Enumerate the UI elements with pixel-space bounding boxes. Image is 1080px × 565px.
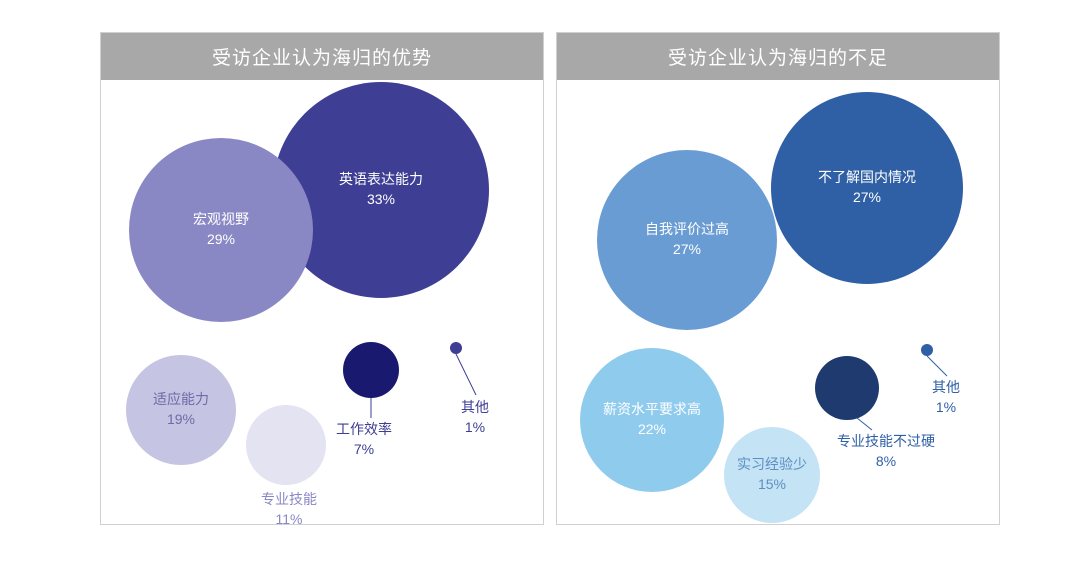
right-bubble-0: 不了解国内情况27%	[771, 92, 963, 284]
left-leader-5	[454, 352, 478, 397]
right-bubble-5	[921, 344, 933, 356]
left-bubble-pct-0: 33%	[367, 190, 395, 210]
right-bubble-2: 薪资水平要求高22%	[580, 348, 724, 492]
left-ext-label-5: 其他1%	[461, 398, 489, 437]
right-bubble-label-1: 自我评价过高	[645, 220, 729, 240]
left-bubble-label-2: 适应能力	[153, 390, 209, 410]
right-ext-label-5: 其他1%	[932, 378, 960, 417]
left-bubble-1: 宏观视野29%	[129, 138, 313, 322]
right-bubble-4	[815, 356, 879, 420]
right-bubble-label-2: 薪资水平要求高	[603, 400, 701, 420]
right-leader-5	[925, 354, 949, 378]
right-bubble-pct-1: 27%	[673, 240, 701, 260]
right-panel-title: 受访企业认为海归的不足	[557, 33, 999, 80]
right-bubble-pct-3: 15%	[758, 475, 786, 495]
right-ext-label-text-4: 专业技能不过硬	[837, 432, 935, 452]
right-bubble-label-3: 实习经验少	[737, 455, 807, 475]
left-bubble-pct-2: 19%	[167, 410, 195, 430]
left-bubble-4	[343, 342, 399, 398]
right-bubble-1: 自我评价过高27%	[597, 150, 777, 330]
left-panel-title: 受访企业认为海归的优势	[101, 33, 543, 80]
left-ext-label-3: 专业技能11%	[261, 490, 317, 529]
right-panel: 受访企业认为海归的不足 不了解国内情况27%自我评价过高27%薪资水平要求高22…	[556, 32, 1000, 525]
right-ext-label-text-5: 其他	[932, 378, 960, 398]
left-bubble-label-1: 宏观视野	[193, 210, 249, 230]
left-panel: 受访企业认为海归的优势 英语表达能力33% 宏观视野29% 适应能力19% 专业技能 1…	[100, 32, 544, 525]
right-bubble-pct-0: 27%	[853, 188, 881, 208]
chart-container: 受访企业认为海归的优势 英语表达能力33%宏观视野29%适应能力19%专业技能1…	[0, 0, 1080, 565]
left-bubble-5	[450, 342, 462, 354]
left-bubble-pct-1: 29%	[207, 230, 235, 250]
right-chart-area: 不了解国内情况27%自我评价过高27%薪资水平要求高22%实习经验少15%专业技…	[557, 80, 999, 524]
left-ext-label-pct-3: 11%	[261, 510, 317, 530]
right-leader-4	[855, 416, 874, 432]
left-ext-label-text-4: 工作效率	[336, 420, 392, 440]
left-ext-label-text-3: 专业技能	[261, 490, 317, 510]
right-bubble-3: 实习经验少15%	[724, 427, 820, 523]
right-bubble-label-0: 不了解国内情况	[818, 168, 916, 188]
left-leader-4	[369, 396, 373, 420]
left-ext-label-4: 工作效率7%	[336, 420, 392, 459]
left-ext-label-text-5: 其他	[461, 398, 489, 418]
right-ext-label-pct-5: 1%	[932, 398, 960, 418]
left-bubble-label-0: 英语表达能力	[339, 170, 423, 190]
right-ext-label-pct-4: 8%	[837, 452, 935, 472]
right-bubble-pct-2: 22%	[638, 420, 666, 440]
right-ext-label-4: 专业技能不过硬8%	[837, 432, 935, 471]
left-bubble-3	[246, 405, 326, 485]
left-chart-area: 英语表达能力33%宏观视野29%适应能力19%专业技能11%工作效率7%其他1%	[101, 80, 543, 524]
left-ext-label-pct-4: 7%	[336, 440, 392, 460]
left-ext-label-pct-5: 1%	[461, 418, 489, 438]
left-bubble-2: 适应能力19%	[126, 355, 236, 465]
